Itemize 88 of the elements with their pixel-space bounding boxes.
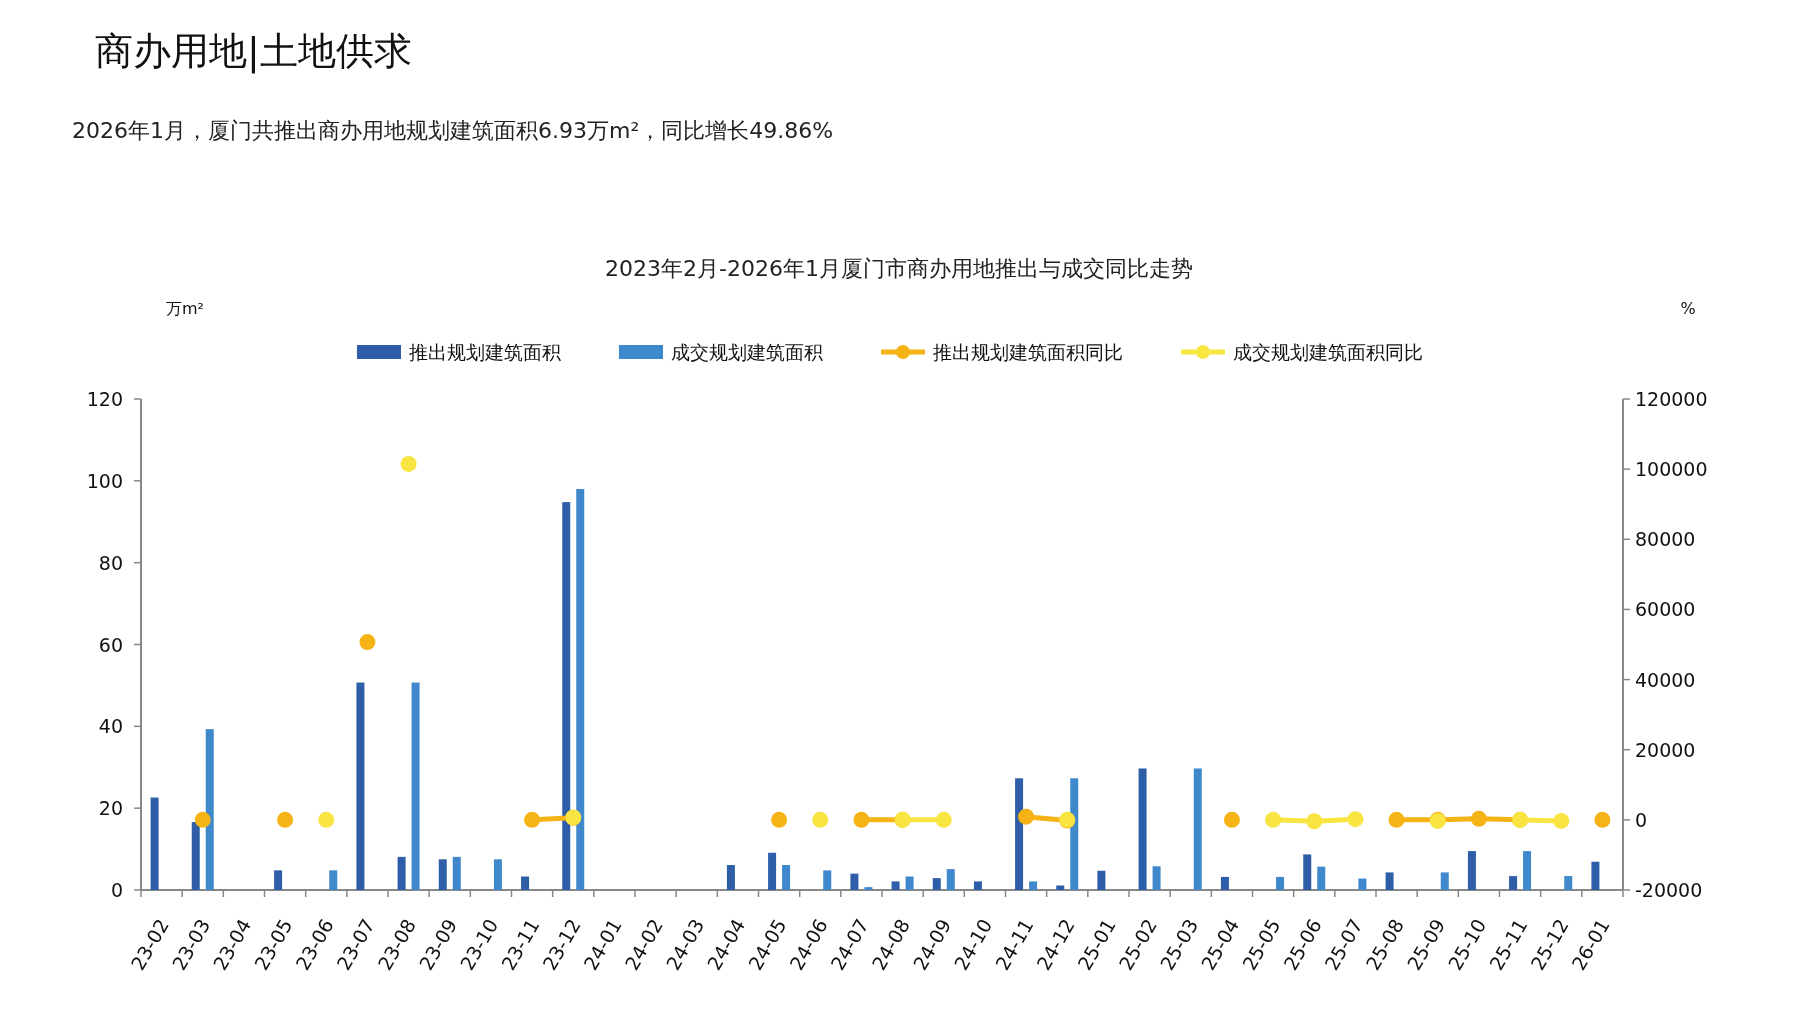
bar — [973, 881, 982, 890]
point — [1306, 813, 1323, 830]
bar — [1138, 768, 1147, 890]
y2-axis-title: % — [1680, 299, 1696, 318]
bar — [946, 869, 955, 890]
bar — [1467, 851, 1476, 890]
y2-tick-label: -20000 — [1635, 879, 1703, 901]
point — [194, 811, 211, 828]
text: 商办用地|土地供求 — [95, 29, 412, 74]
bar — [726, 865, 735, 890]
bar — [1056, 885, 1065, 890]
bar — [397, 856, 406, 890]
bar — [1303, 854, 1312, 890]
bar — [1523, 851, 1532, 890]
point — [318, 811, 335, 828]
bar — [1276, 876, 1285, 890]
point — [1347, 811, 1364, 828]
point — [771, 811, 788, 828]
bar — [1220, 876, 1229, 890]
point — [1018, 808, 1035, 825]
chart-title: 2023年2月-2026年1月厦门市商办用地推出与成交同比走势 — [605, 256, 1193, 281]
point — [812, 811, 829, 828]
legend-label: 成交规划建筑面积 — [671, 341, 823, 363]
y2-tick-label: 20000 — [1635, 738, 1696, 761]
bar — [576, 489, 585, 890]
y2-tick-label: 40000 — [1635, 668, 1696, 691]
point — [1553, 812, 1570, 829]
bar — [905, 876, 914, 890]
bar — [768, 852, 777, 890]
bar — [521, 876, 530, 890]
bar — [1097, 870, 1106, 890]
bar — [782, 865, 791, 890]
bar — [205, 729, 214, 890]
bar — [1152, 866, 1161, 890]
bar — [823, 870, 832, 890]
point — [524, 811, 541, 828]
bar — [1358, 878, 1367, 890]
bar — [274, 870, 283, 890]
bar — [932, 878, 941, 890]
bar — [1509, 876, 1518, 890]
bar — [1317, 866, 1326, 890]
point — [277, 811, 294, 828]
bar — [356, 682, 365, 890]
point — [400, 455, 417, 472]
bar — [150, 797, 159, 890]
bar — [1385, 872, 1394, 890]
bar — [452, 856, 461, 890]
point — [1594, 811, 1611, 828]
bar — [1070, 778, 1079, 890]
bar — [411, 682, 420, 890]
y-tick-label: 60 — [98, 633, 123, 656]
bar — [329, 870, 338, 890]
bar — [1029, 881, 1038, 890]
y2-tick-label: 80000 — [1635, 528, 1696, 551]
bar — [191, 822, 200, 890]
y-axis-title: 万m² — [166, 299, 204, 318]
bar — [438, 859, 447, 890]
bar — [850, 873, 859, 890]
y-tick-label: 0 — [110, 879, 123, 901]
point — [1223, 811, 1240, 828]
y-tick-label: 20 — [98, 797, 123, 820]
point — [1388, 811, 1405, 828]
point — [359, 634, 376, 651]
y-tick-label: 40 — [98, 715, 123, 738]
y2-tick-label: 100000 — [1635, 458, 1708, 481]
legend-label: 推出规划建筑面积 — [409, 341, 561, 363]
bar — [1015, 778, 1024, 890]
point — [935, 811, 952, 828]
y2-tick-label: 60000 — [1635, 598, 1696, 621]
point — [1470, 810, 1487, 827]
legend-label: 成交规划建筑面积同比 — [1233, 341, 1423, 363]
y2-tick-label: 0 — [1635, 808, 1648, 831]
legend-label: 推出规划建筑面积同比 — [933, 341, 1123, 363]
bar — [493, 859, 502, 890]
bar — [1591, 861, 1600, 890]
bar — [1564, 876, 1573, 890]
y2-tick-label: 120000 — [1635, 388, 1708, 410]
point — [853, 811, 870, 828]
bar — [1440, 872, 1449, 890]
bar — [864, 887, 873, 890]
bar — [1193, 768, 1202, 890]
point — [1265, 811, 1282, 828]
chart-subtitle: 2026年1月，厦门共推出商办用地规划建筑面积6.93万m²，同比增长49.86% — [72, 118, 834, 143]
y-tick-label: 80 — [98, 551, 123, 574]
bar — [562, 502, 571, 890]
y-tick-label: 100 — [86, 469, 123, 492]
y-tick-label: 120 — [86, 388, 123, 410]
bar — [891, 881, 900, 890]
